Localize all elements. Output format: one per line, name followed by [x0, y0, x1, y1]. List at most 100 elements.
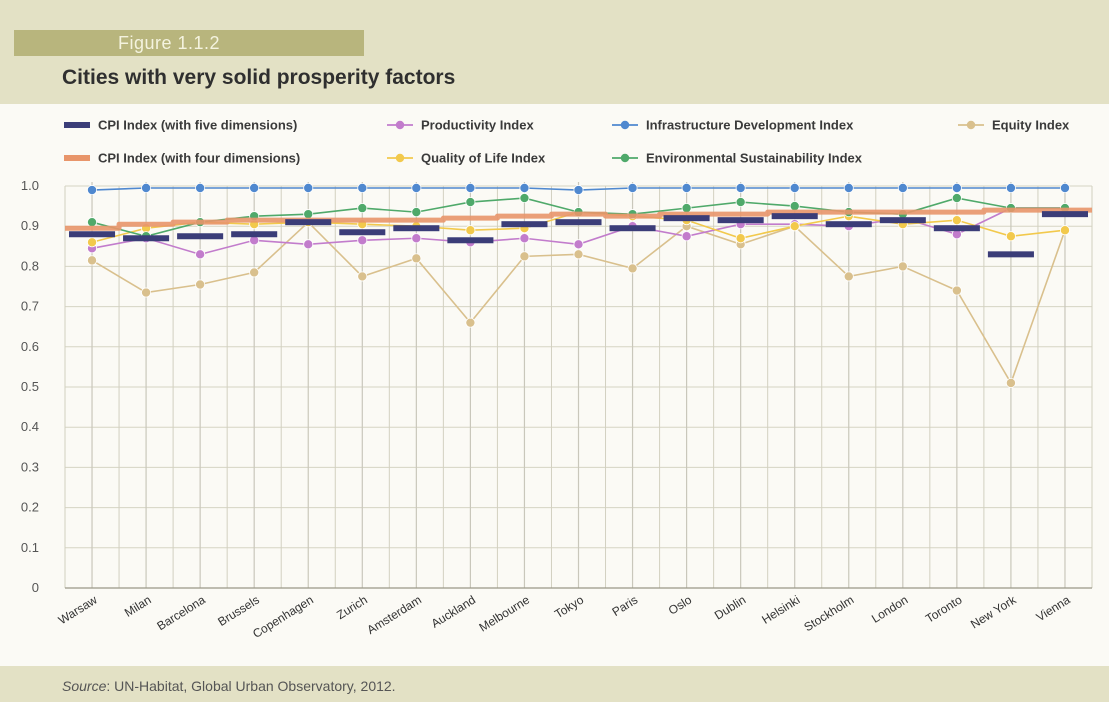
point-environmental-sustainability-index-oslo	[681, 203, 692, 214]
series-step-cpi-index-with-four-dimensions	[65, 207, 1092, 231]
point-infrastructure-development-index-helsinki	[789, 183, 800, 194]
y-tick-label: 0.8	[21, 258, 39, 273]
mark-cpi-index-with-five-dimensions-milan	[123, 235, 170, 242]
point-equity-index-toronto	[951, 285, 962, 296]
legend: CPI Index (with five dimensions) Producti…	[64, 118, 1070, 166]
point-equity-index-paris	[627, 263, 638, 274]
point-infrastructure-development-index-london	[897, 183, 908, 194]
point-environmental-sustainability-index-toronto	[951, 193, 962, 204]
point-equity-index-warsaw	[87, 255, 98, 266]
y-tick-label: 0.1	[21, 540, 39, 555]
point-equity-index-new-york	[1005, 377, 1016, 388]
point-infrastructure-development-index-paris	[627, 183, 638, 194]
legend-label: Productivity Index	[421, 118, 534, 133]
point-quality-of-life-index-warsaw	[87, 237, 98, 248]
point-infrastructure-development-index-stockholm	[843, 183, 854, 194]
point-quality-of-life-index-toronto	[951, 215, 962, 226]
y-tick-label: 0.9	[21, 218, 39, 233]
point-equity-index-auckland	[465, 317, 476, 328]
point-infrastructure-development-index-milan	[141, 183, 152, 194]
legend-swatch-dot	[966, 120, 976, 130]
legend-item-quality-of-life-index: Quality of Life Index	[387, 151, 546, 166]
point-productivity-index-tokyo	[573, 239, 584, 250]
legend-label: Infrastructure Development Index	[646, 118, 854, 133]
legend-label: Equity Index	[992, 118, 1070, 133]
mark-cpi-index-with-five-dimensions-barcelona	[177, 233, 224, 240]
series-layer	[65, 183, 1092, 388]
mark-cpi-index-with-five-dimensions-brussels	[231, 231, 278, 238]
mark-cpi-index-with-five-dimensions-auckland	[447, 237, 494, 244]
point-equity-index-tokyo	[573, 249, 584, 260]
point-infrastructure-development-index-brussels	[249, 183, 260, 194]
point-productivity-index-barcelona	[195, 249, 206, 260]
point-productivity-index-zurich	[357, 235, 368, 246]
y-tick-label: 1.0	[21, 178, 39, 193]
mark-cpi-index-with-five-dimensions-melbourne	[501, 221, 548, 228]
legend-item-equity-index: Equity Index	[958, 118, 1070, 133]
legend-swatch	[64, 155, 90, 161]
mark-cpi-index-with-five-dimensions-dublin	[717, 217, 764, 224]
point-infrastructure-development-index-zurich	[357, 183, 368, 194]
mark-cpi-index-with-five-dimensions-copenhagen	[285, 219, 332, 226]
legend-label: Quality of Life Index	[421, 151, 546, 166]
point-infrastructure-development-index-tokyo	[573, 185, 584, 196]
source-text: : UN-Habitat, Global Urban Observatory, …	[106, 678, 396, 694]
point-infrastructure-development-index-auckland	[465, 183, 476, 194]
point-environmental-sustainability-index-copenhagen	[303, 209, 314, 220]
point-quality-of-life-index-auckland	[465, 225, 476, 236]
point-quality-of-life-index-new-york	[1005, 231, 1016, 242]
mark-cpi-index-with-five-dimensions-toronto	[933, 225, 980, 232]
point-infrastructure-development-index-melbourne	[519, 183, 530, 194]
point-infrastructure-development-index-copenhagen	[303, 183, 314, 194]
y-tick-label: 0.3	[21, 459, 39, 474]
y-tick-label: 0	[32, 580, 39, 595]
mark-cpi-index-with-five-dimensions-warsaw	[69, 231, 116, 238]
point-infrastructure-development-index-warsaw	[87, 185, 98, 196]
point-equity-index-melbourne	[519, 251, 530, 262]
figure-tab	[14, 30, 364, 56]
legend-swatch-dot	[620, 120, 630, 130]
y-tick-label: 0.2	[21, 500, 39, 515]
point-equity-index-barcelona	[195, 279, 206, 290]
point-equity-index-amsterdam	[411, 253, 422, 264]
legend-swatch-dot	[395, 153, 405, 163]
legend-label: Environmental Sustainability Index	[646, 151, 863, 166]
point-equity-index-milan	[141, 287, 152, 298]
point-equity-index-brussels	[249, 267, 260, 278]
mark-cpi-index-with-five-dimensions-amsterdam	[393, 225, 440, 232]
point-infrastructure-development-index-oslo	[681, 183, 692, 194]
point-quality-of-life-index-vienna	[1059, 225, 1070, 236]
mark-cpi-index-with-five-dimensions-paris	[609, 225, 656, 232]
mark-cpi-index-with-five-dimensions-zurich	[339, 229, 386, 236]
mark-cpi-index-with-five-dimensions-london	[879, 217, 926, 224]
point-environmental-sustainability-index-dublin	[735, 197, 746, 208]
point-equity-index-london	[897, 261, 908, 272]
mark-cpi-index-with-five-dimensions-tokyo	[555, 219, 602, 226]
legend-item-infrastructure-development-index: Infrastructure Development Index	[612, 118, 854, 133]
point-environmental-sustainability-index-helsinki	[789, 201, 800, 212]
mark-cpi-index-with-five-dimensions-new-york	[987, 251, 1034, 258]
point-infrastructure-development-index-dublin	[735, 183, 746, 194]
y-tick-label: 0.7	[21, 299, 39, 314]
figure-label: Figure 1.1.2	[118, 33, 221, 53]
y-tick-label: 0.5	[21, 379, 39, 394]
legend-item-environmental-sustainability-index: Environmental Sustainability Index	[612, 151, 863, 166]
footer-band	[0, 666, 1109, 702]
chart-title: Cities with very solid prosperity factor…	[62, 66, 456, 89]
legend-swatch-dot	[620, 153, 630, 163]
point-productivity-index-melbourne	[519, 233, 530, 244]
point-productivity-index-amsterdam	[411, 233, 422, 244]
point-infrastructure-development-index-amsterdam	[411, 183, 422, 194]
point-productivity-index-copenhagen	[303, 239, 314, 250]
mark-cpi-index-with-five-dimensions-helsinki	[771, 213, 818, 220]
y-tick-label: 0.6	[21, 339, 39, 354]
legend-item-cpi-index-with-four-dimensions: CPI Index (with four dimensions)	[64, 151, 300, 166]
point-equity-index-stockholm	[843, 271, 854, 282]
legend-label: CPI Index (with five dimensions)	[98, 118, 297, 133]
legend-item-productivity-index: Productivity Index	[387, 118, 534, 133]
plot-background	[0, 104, 1109, 666]
point-environmental-sustainability-index-melbourne	[519, 193, 530, 204]
series-cpi-index-with-four-dimensions	[65, 207, 1092, 231]
legend-label: CPI Index (with four dimensions)	[98, 151, 300, 166]
